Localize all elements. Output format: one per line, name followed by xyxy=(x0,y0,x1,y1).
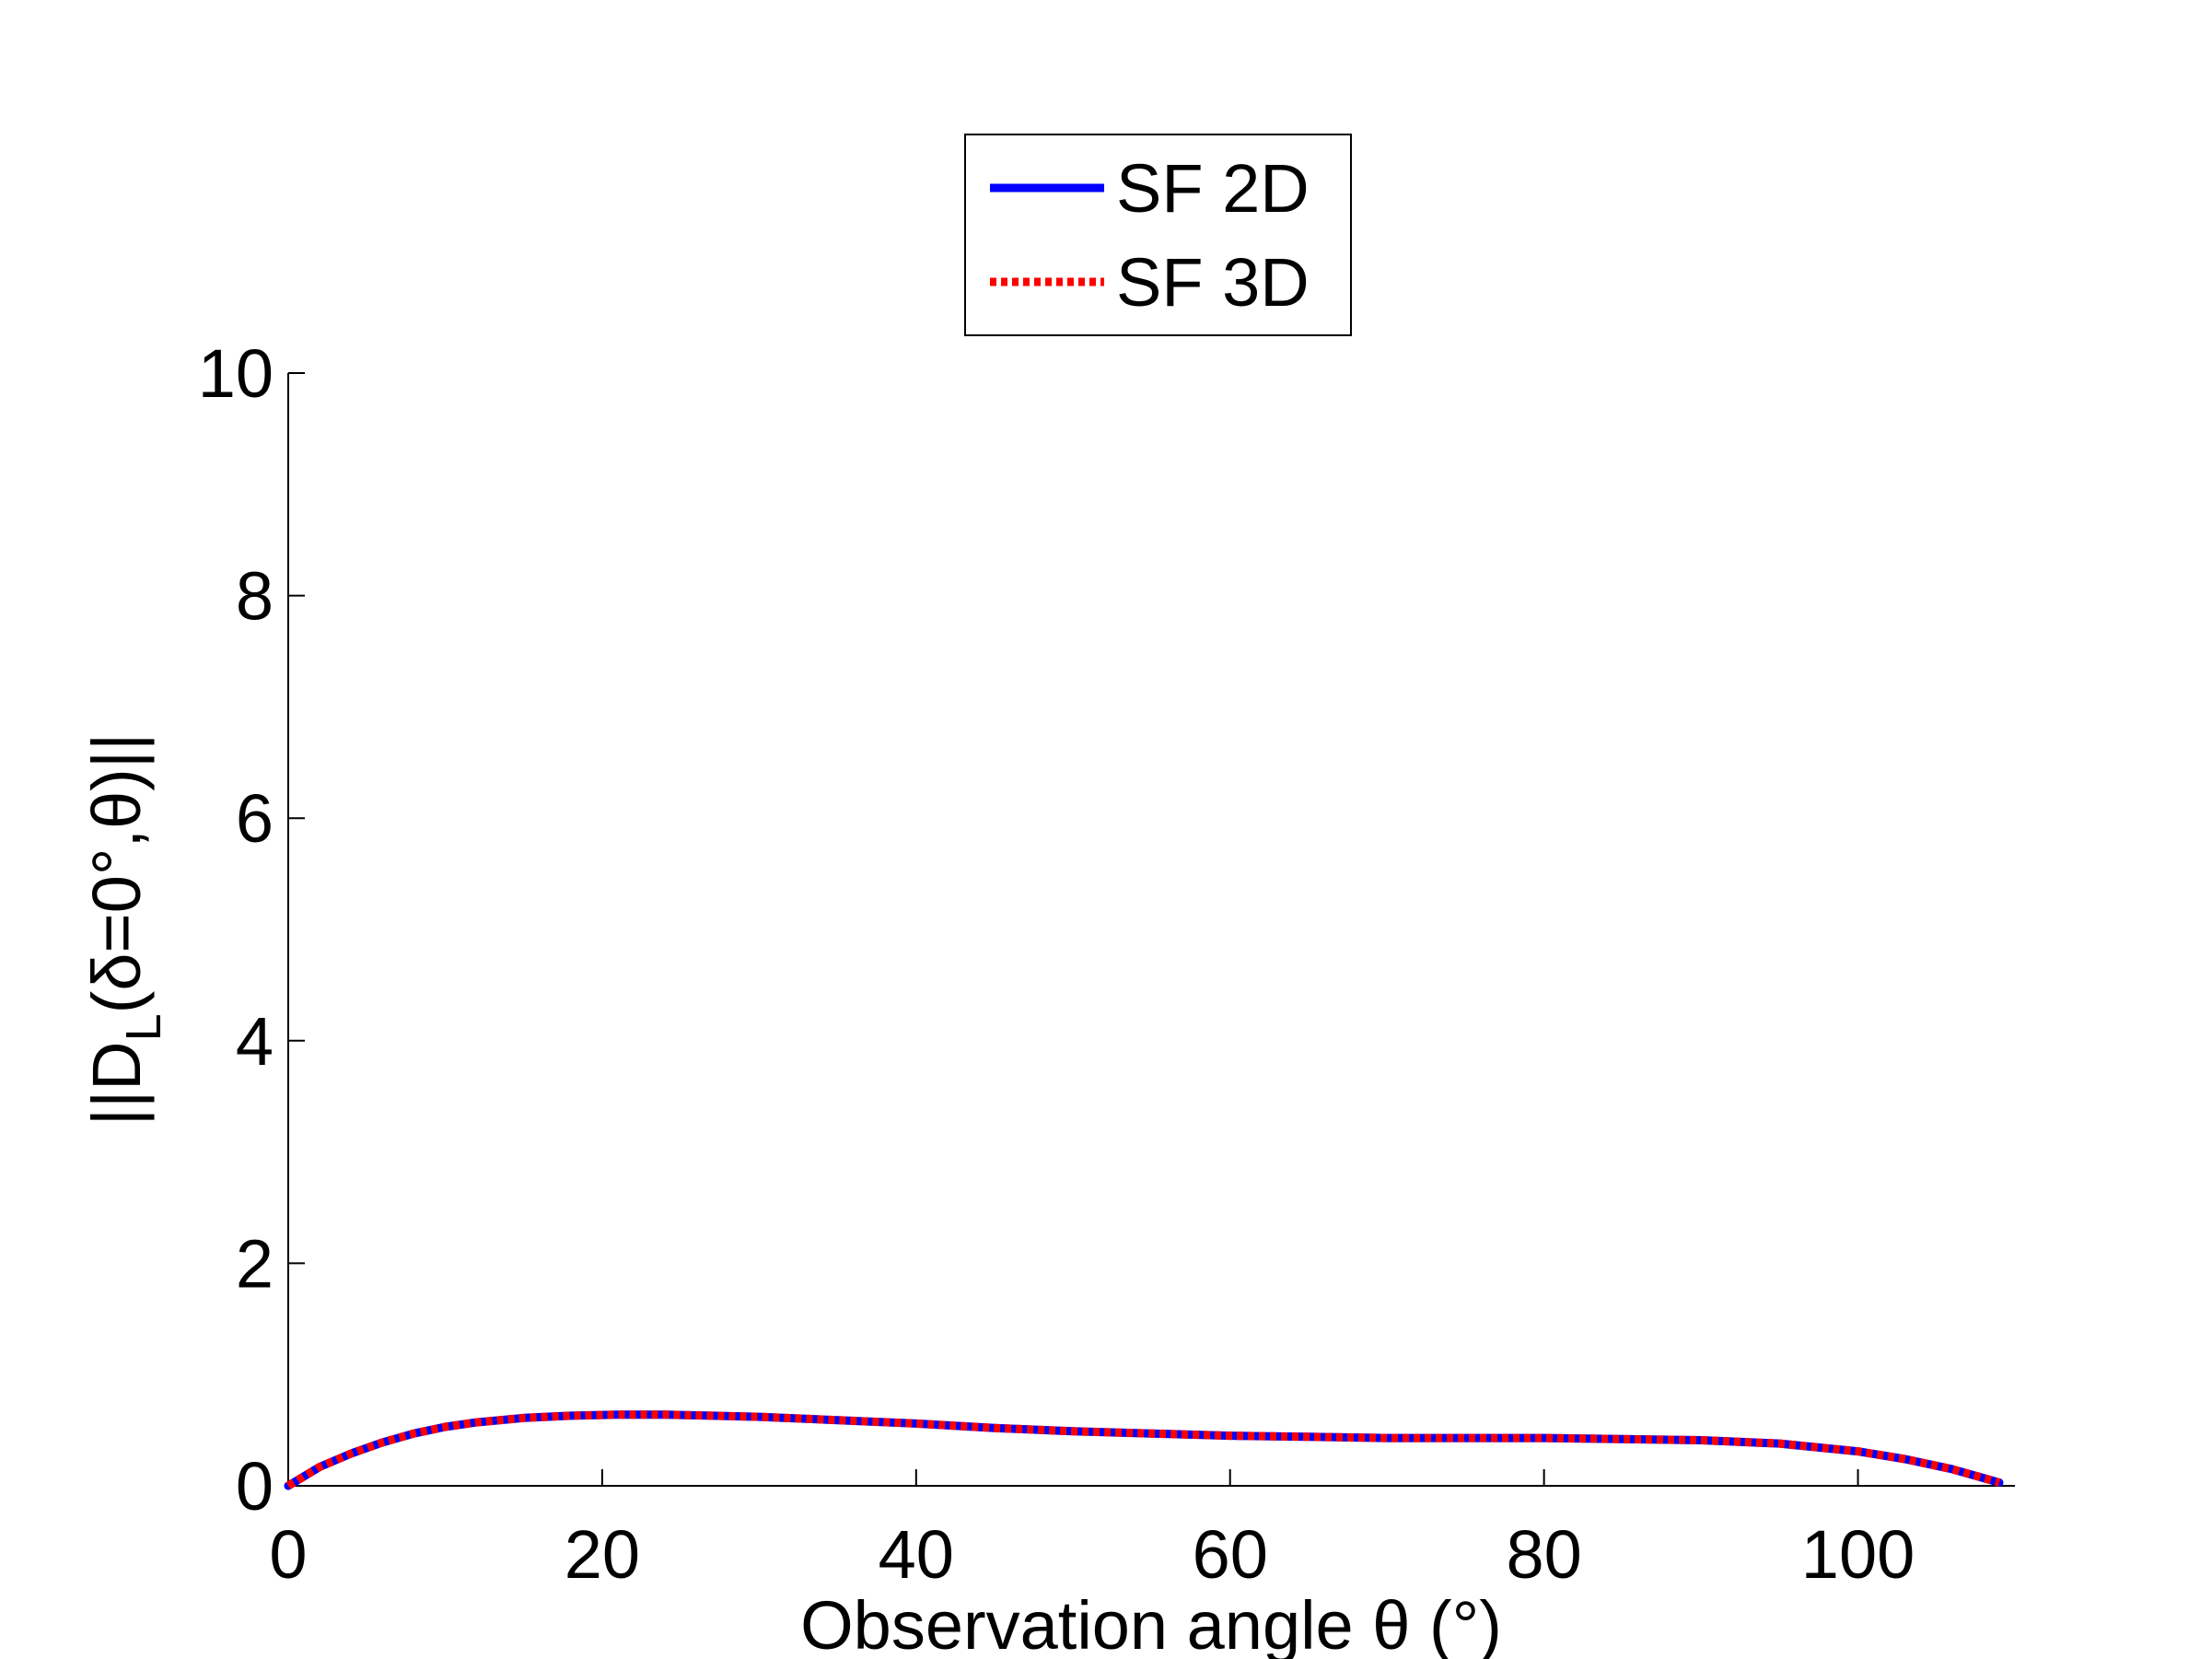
y-axis-title: ||DL(δ=0°,θ)|| xyxy=(78,733,171,1127)
y-tick-label: 10 xyxy=(198,335,274,412)
legend-label-sf-3d: SF 3D xyxy=(1116,244,1310,321)
y-tick-label: 6 xyxy=(236,780,274,857)
y-tick-label: 2 xyxy=(236,1225,274,1302)
y-axis-title-prefix: ||D xyxy=(78,1041,155,1126)
series-line-sf-3d xyxy=(285,1410,2001,1490)
plot-area xyxy=(288,373,2015,1486)
x-axis-title: Observation angle θ (°) xyxy=(800,1587,1502,1659)
legend-box xyxy=(964,134,1352,336)
y-axis-title-suffix: (δ=0°,θ)|| xyxy=(78,733,155,1014)
x-tick-label: 100 xyxy=(1801,1516,1915,1593)
y-tick-label: 4 xyxy=(236,1003,274,1080)
axes xyxy=(287,373,2015,1487)
legend-label-sf-2d: SF 2D xyxy=(1116,150,1310,227)
x-tick-label: 20 xyxy=(565,1516,640,1593)
x-tick-label: 0 xyxy=(269,1516,307,1593)
x-tick-label: 40 xyxy=(879,1516,954,1593)
x-tick-label: 80 xyxy=(1506,1516,1581,1593)
legend: SF 2D SF 3D xyxy=(964,134,1352,336)
y-tick-label: 8 xyxy=(236,558,274,635)
x-tick-label: 60 xyxy=(1193,1516,1268,1593)
y-tick-label: 0 xyxy=(236,1448,274,1525)
series-layer xyxy=(284,1410,2004,1490)
ticks: 0 20 40 60 80 100 0 2 4 6 8 10 xyxy=(198,335,1915,1593)
y-axis-title-subscript: L xyxy=(116,1013,171,1041)
